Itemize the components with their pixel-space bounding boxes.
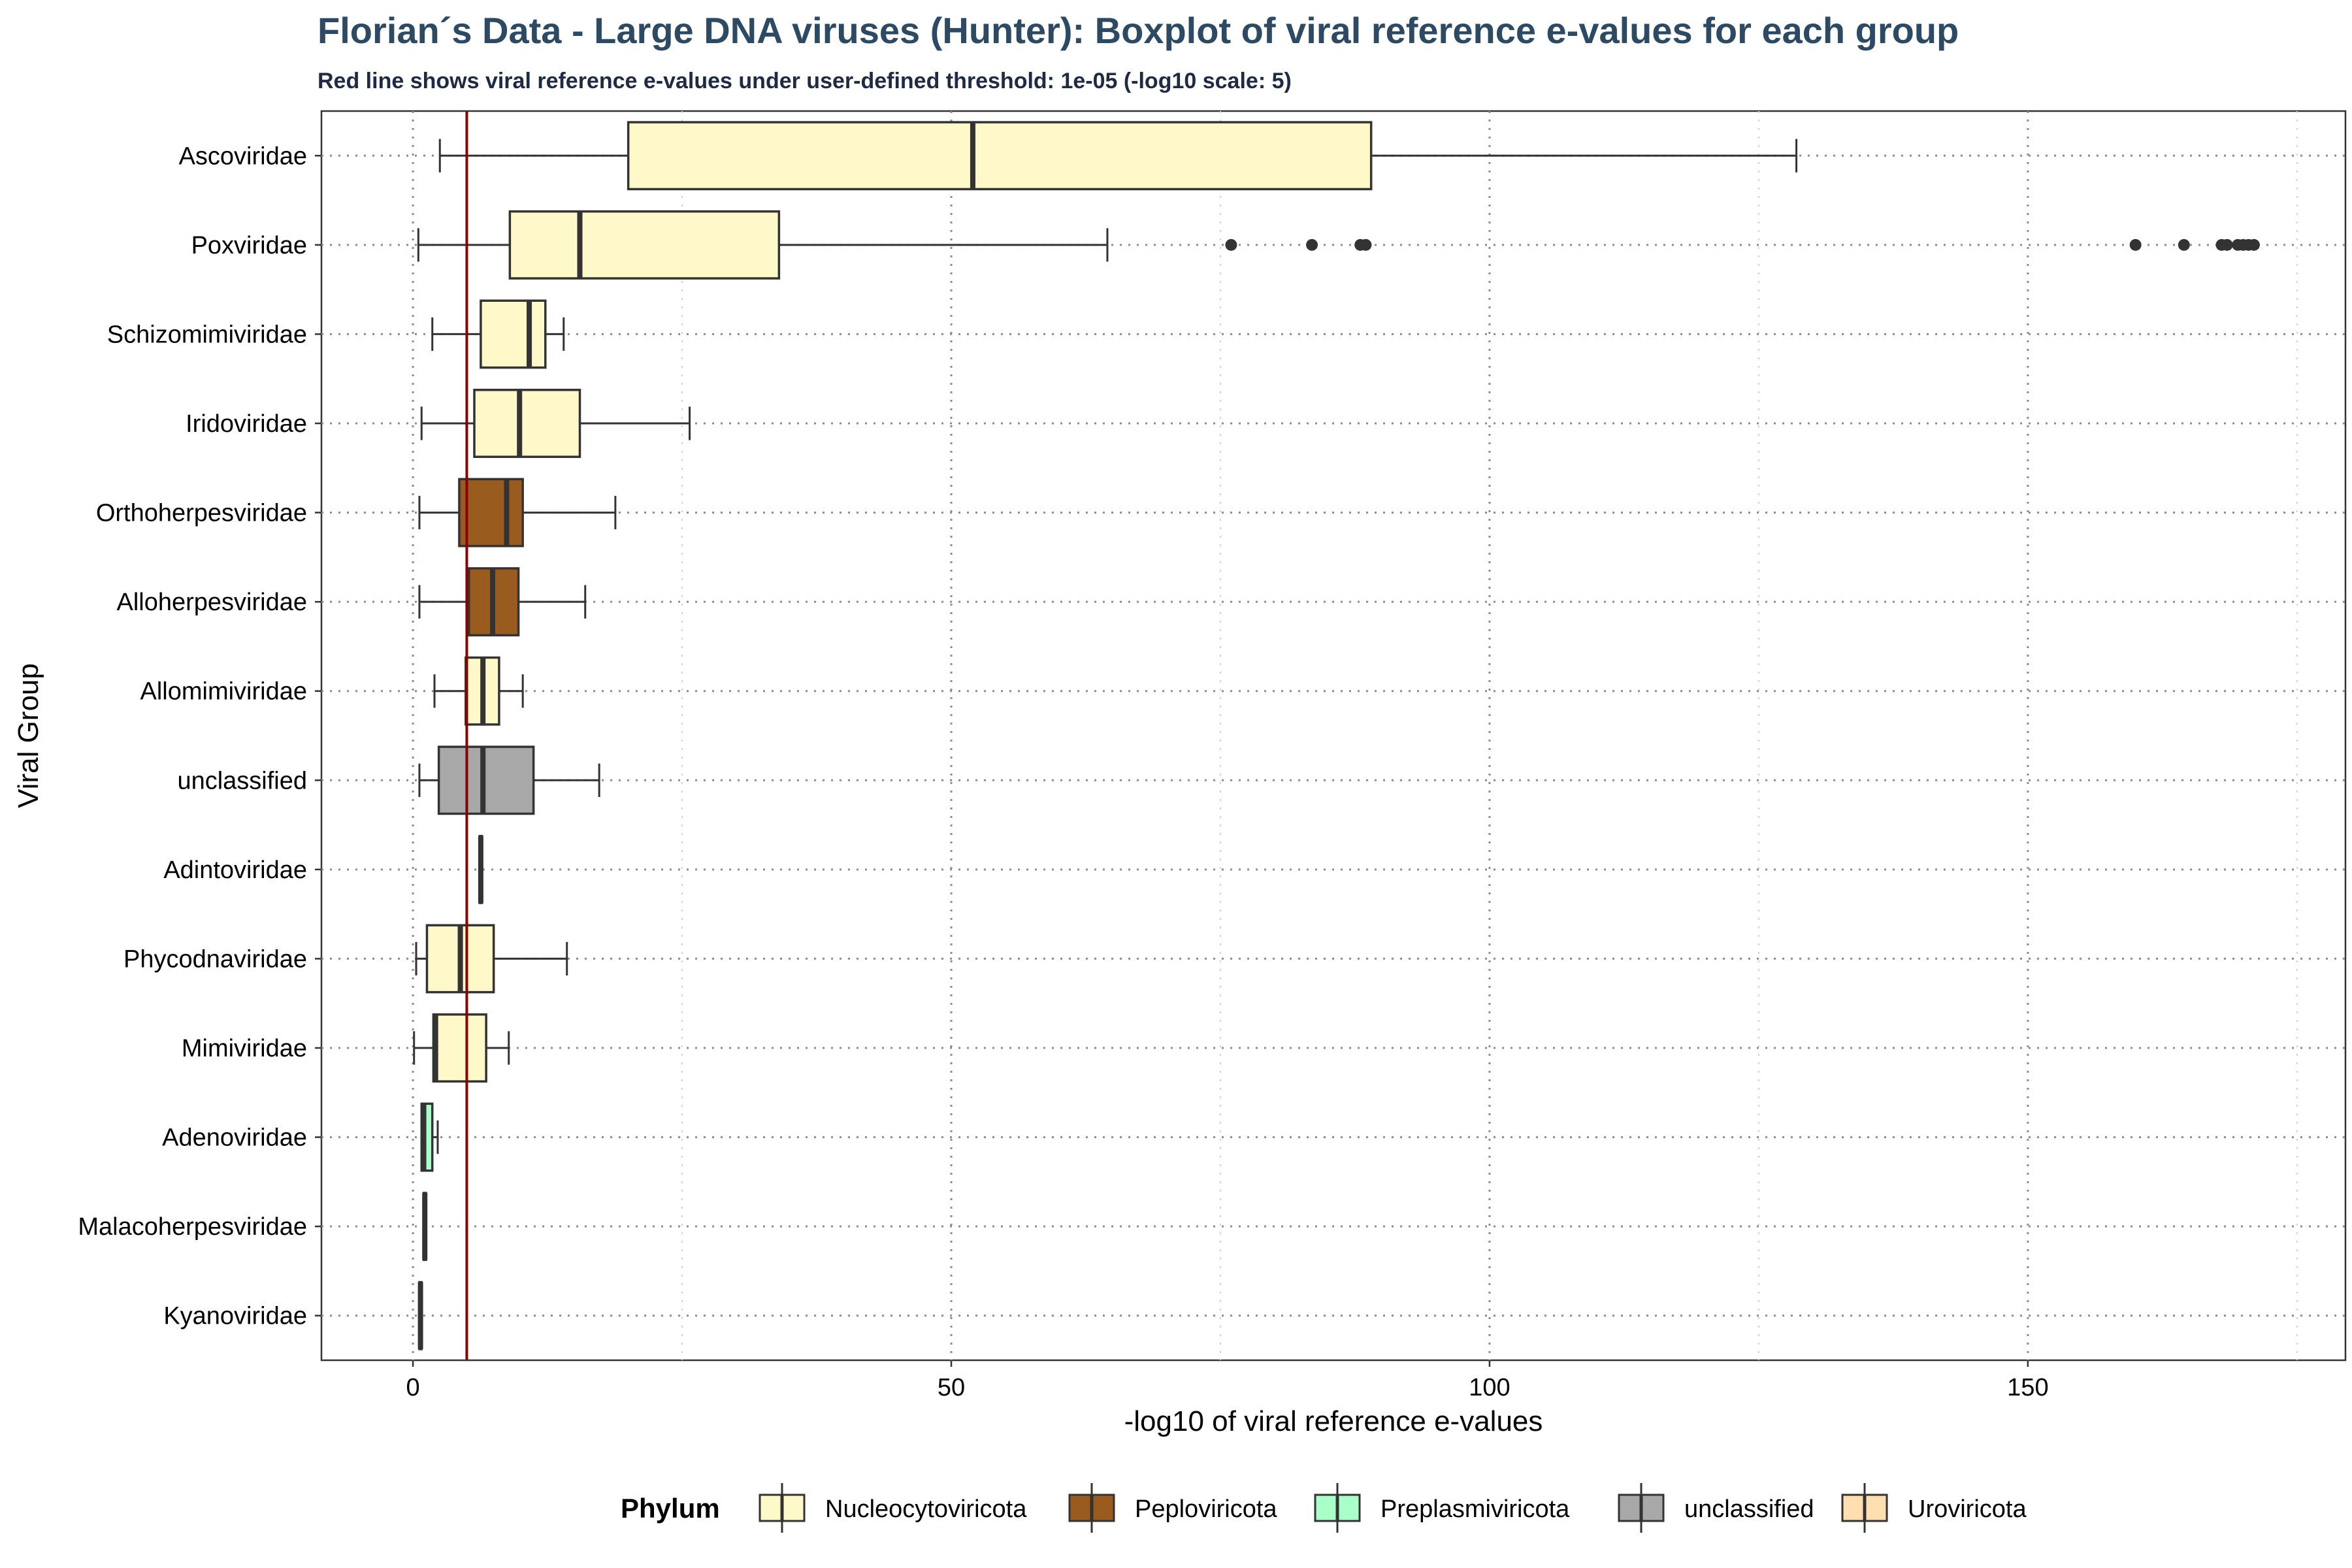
y-axis-label: Viral Group (12, 663, 44, 808)
y-tick-labels: Ascoviridae Poxviridae Schizomimiviridae Ir… (78, 142, 321, 1330)
iqr-box (508, 210, 781, 280)
box-allomimiviridae (433, 656, 524, 726)
box-schizomimiviridae (431, 299, 565, 369)
x-tick-label: 50 (938, 1374, 965, 1401)
y-tick-label: Alloherpesviridae (117, 589, 308, 616)
legend-item-label: unclassified (1684, 1495, 1814, 1523)
outlier-point (2129, 238, 2142, 251)
outlier-point (2247, 238, 2260, 251)
box-unclassified (418, 745, 600, 815)
legend-title: Phylum (621, 1493, 720, 1524)
outlier-point (1225, 238, 1237, 251)
legend-item-uroviricota: Uroviricota (1841, 1483, 2027, 1533)
legend-item-label: Preplasmiviricota (1380, 1495, 1570, 1523)
legend-item-label: Peploviricota (1135, 1495, 1277, 1523)
y-tick-label: Kyanoviridae (163, 1303, 307, 1330)
iqr-box (473, 389, 581, 458)
box-phycodnaviridae (415, 924, 568, 994)
box-ascoviridae (438, 121, 1798, 191)
box-iridoviridae (420, 389, 691, 458)
chart-subtitle: Red line shows viral reference e-values … (318, 69, 1292, 93)
box-kyanoviridae (417, 1281, 423, 1350)
iqr-box (480, 299, 547, 369)
iqr-box (432, 1013, 487, 1083)
outlier-point (2221, 238, 2233, 251)
x-axis-label: -log10 of viral reference e-values (1124, 1405, 1543, 1437)
legend-item-preplasmiviricota: Preplasmiviricota (1314, 1483, 1570, 1533)
y-grid (321, 154, 2345, 1317)
box-malacoherpesviridae (422, 1192, 428, 1262)
box-poxviridae (417, 210, 2260, 280)
y-tick-label: Malacoherpesviridae (78, 1213, 307, 1241)
y-tick-label: Orthoherpesviridae (96, 500, 307, 527)
legend-item-nucleocytoviricota: Nucleocytoviricota (759, 1483, 1027, 1533)
x-tick-label: 0 (406, 1374, 419, 1401)
x-tick-labels: 0 50 100 150 (406, 1360, 2049, 1401)
legend-item-unclassified: unclassified (1618, 1483, 1814, 1533)
iqr-box (458, 478, 524, 547)
iqr-box (627, 121, 1373, 191)
outlier-point (1360, 238, 1372, 251)
iqr-box (437, 745, 535, 815)
y-tick-label: Adintoviridae (163, 857, 307, 884)
y-tick-label: unclassified (177, 767, 307, 794)
y-tick-label: Mimiviridae (182, 1035, 307, 1062)
y-tick-label: Phycodnaviridae (123, 945, 307, 973)
plot-panel (320, 110, 2347, 1362)
chart-title: Florian´s Data - Large DNA viruses (Hunt… (318, 10, 1959, 51)
legend-item-peploviricota: Peploviricota (1068, 1483, 1277, 1533)
outlier-point (1306, 238, 1318, 251)
legend: Phylum Nucleocytoviricota Peploviricota Pr… (621, 1483, 2027, 1533)
box-mimiviridae (413, 1013, 510, 1083)
box-alloherpesviridae (418, 567, 587, 637)
x-tick-label: 100 (1469, 1374, 1510, 1401)
box-adenoviridae (420, 1102, 439, 1172)
x-tick-label: 150 (2007, 1374, 2048, 1401)
y-tick-label: Iridoviridae (186, 410, 307, 438)
y-tick-label: Allomimiviridae (140, 678, 308, 706)
y-tick-label: Poxviridae (191, 232, 307, 259)
box-orthoherpesviridae (418, 478, 617, 547)
y-tick-label: Schizomimiviridae (107, 321, 307, 348)
y-tick-label: Ascoviridae (179, 142, 307, 170)
boxes (413, 121, 2260, 1350)
legend-item-label: Nucleocytoviricota (825, 1495, 1027, 1523)
y-tick-label: Adenoviridae (162, 1124, 307, 1152)
legend-item-label: Uroviricota (1908, 1495, 2027, 1523)
box-adintoviridae (478, 834, 483, 904)
outlier-point (2178, 238, 2190, 251)
